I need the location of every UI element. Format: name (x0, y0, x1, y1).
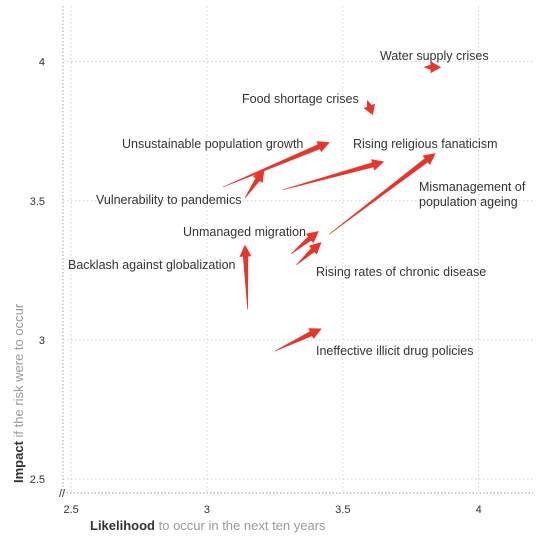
arrow-label: Rising religious fanaticism (353, 137, 498, 151)
risk-arrow (424, 61, 441, 73)
x-tick-label: 3.5 (335, 504, 350, 516)
arrow-label: Backlash against globalization (68, 258, 236, 272)
y-axis-label: Impact if the risk were to occur (11, 303, 26, 483)
risk-arrow (223, 141, 330, 188)
arrow-label: Water supply crises (380, 49, 489, 63)
arrow-label: Unsustainable population growth (122, 137, 303, 151)
risk-arrow (290, 231, 319, 254)
x-tick-label: 2.5 (64, 504, 79, 516)
y-axis-label-bold: Impact (11, 440, 26, 483)
y-tick-label: 3 (39, 335, 45, 347)
risk-arrow (364, 100, 375, 115)
risk-arrow (282, 159, 384, 190)
arrow-series (223, 61, 441, 352)
arrow-label: Vulnerability to pandemics (96, 193, 241, 207)
x-axis-label: Likelihood to occur in the next ten year… (90, 518, 326, 533)
y-axis-label-rest: if the risk were to occur (11, 303, 26, 441)
arrow-label: Rising rates of chronic disease (316, 265, 486, 279)
arrow-label: Food shortage crises (242, 92, 359, 106)
x-tick-labels: 2.5 3 3.5 4 (64, 504, 482, 516)
y-tick-label: 4 (39, 57, 45, 69)
x-axis-label-rest: to occur in the next ten years (155, 518, 326, 533)
x-axis-label-bold: Likelihood (90, 518, 155, 533)
arrow-label: Mismanagement of population ageing (419, 180, 526, 209)
axes (62, 6, 533, 494)
risk-arrow (244, 169, 265, 199)
x-tick-label: 4 (476, 504, 482, 516)
risk-arrow (296, 242, 322, 266)
x-tick-label: 3 (204, 504, 210, 516)
risk-arrow (274, 328, 322, 352)
risk-arrow (328, 153, 436, 235)
arrow-label: Unmanaged migration (183, 225, 306, 239)
y-tick-labels: 2.5 3 3.5 4 (30, 57, 45, 486)
grid-lines (63, 6, 533, 493)
y-tick-label: 2.5 (30, 474, 45, 486)
y-tick-label: 3.5 (30, 196, 45, 208)
axis-break-mark: // (59, 488, 66, 500)
arrow-labels: Water supply crises Food shortage crises U… (68, 49, 526, 358)
risk-arrow (239, 245, 252, 310)
arrow-label: Ineffective illicit drug policies (316, 344, 473, 358)
